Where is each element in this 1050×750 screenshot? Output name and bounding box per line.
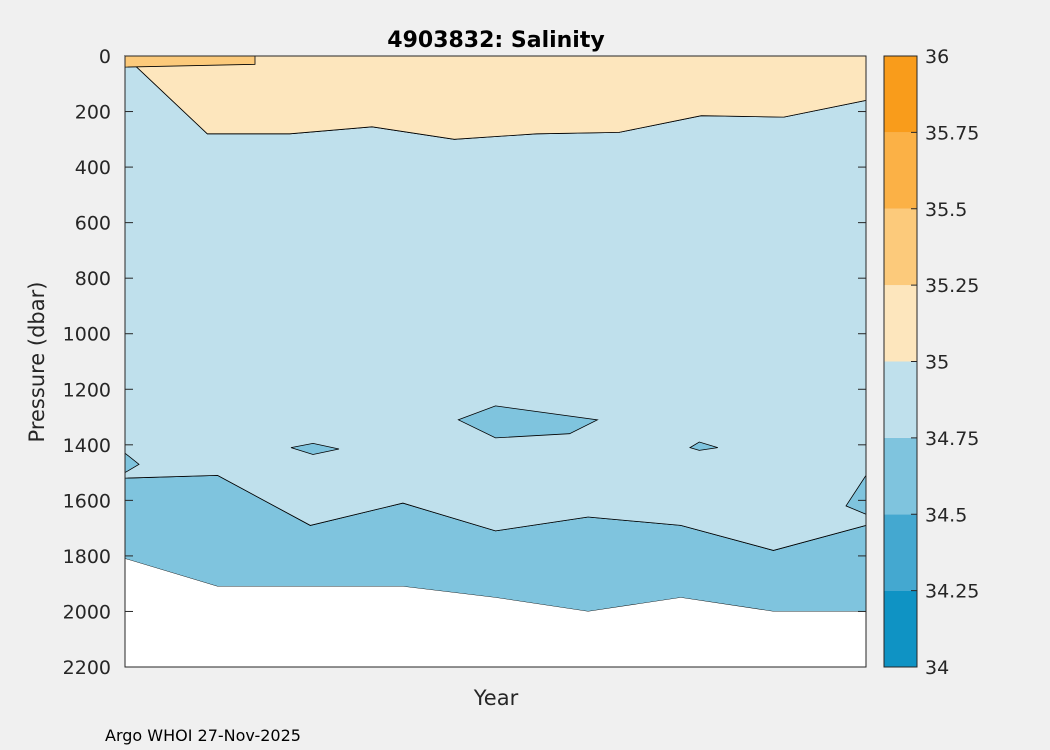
y-axis: 0 200 400 600 800 1000 1200 1400 1600 1800 2000 220… [63, 46, 866, 679]
y-tick-label: 600 [75, 213, 111, 235]
patch-mid-left [290, 442, 340, 455]
colorbar-swatch [884, 56, 917, 133]
colorbar-tick-label: 36 [925, 46, 949, 68]
no-data-region [125, 558, 866, 667]
y-tick-label: 800 [75, 268, 111, 290]
y-tick-label: 400 [75, 157, 111, 179]
patch-right [689, 441, 718, 451]
colorbar-tick-label: 35 [925, 352, 949, 374]
contour-fill-layer [123, 55, 867, 667]
y-tick-label: 0 [99, 46, 111, 68]
colorbar-tick-label: 35.75 [925, 122, 979, 144]
x-axis-label: Year [473, 686, 519, 710]
y-tick-label: 2200 [63, 657, 111, 679]
colorbar-swatch [884, 208, 917, 286]
colorbar-tick-label: 35.5 [925, 199, 967, 221]
colorbar: 34 34.25 34.5 34.75 35 35.25 35.5 35.75 36 [883, 46, 979, 679]
y-tick-label: 1600 [63, 490, 111, 512]
y-tick-label: 200 [75, 102, 111, 124]
chart-title: 4903832: Salinity [387, 28, 604, 53]
colorbar-swatch [884, 132, 917, 209]
y-tick-label: 1200 [63, 379, 111, 401]
colorbar-tick-label: 34.25 [925, 581, 979, 603]
colorbar-swatches [884, 56, 917, 667]
colorbar-tick-label: 34.5 [925, 504, 967, 526]
plot-area: 0 200 400 600 800 1000 1200 1400 1600 1800 2000 220… [63, 46, 867, 679]
colorbar-swatch [884, 285, 917, 362]
colorbar-swatch [884, 437, 917, 515]
colorbar-ticks: 34 34.25 34.5 34.75 35 35.25 35.5 35.75 36 [911, 46, 979, 679]
colorbar-tick-label: 34.75 [925, 428, 979, 450]
colorbar-swatch [884, 361, 917, 438]
y-tick-label: 1400 [63, 435, 111, 457]
y-tick-label: 2000 [63, 601, 111, 623]
y-axis-label: Pressure (dbar) [25, 282, 49, 443]
colorbar-swatch [884, 590, 917, 667]
colorbar-tick-label: 35.25 [925, 275, 979, 297]
colorbar-tick-label: 34 [925, 657, 949, 679]
footer-credit: Argo WHOI 27-Nov-2025 [105, 726, 301, 745]
plot-frame [124, 55, 867, 668]
y-tick-label: 1000 [63, 324, 111, 346]
patch-center [457, 405, 599, 439]
y-tick-label: 1800 [63, 546, 111, 568]
colorbar-swatch [884, 514, 917, 591]
